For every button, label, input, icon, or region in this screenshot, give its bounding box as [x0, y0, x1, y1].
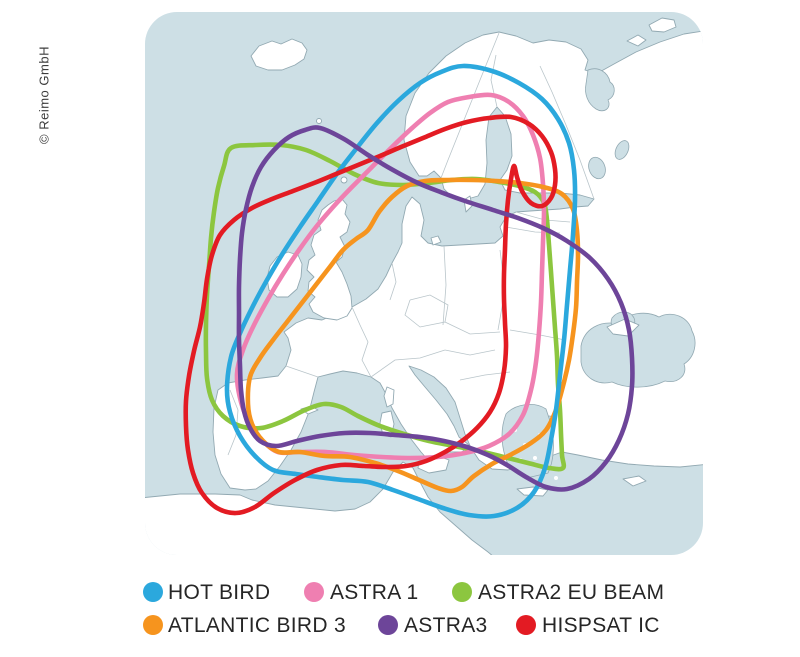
footprint-astra3	[236, 125, 635, 492]
hot-bird-dot-icon	[143, 582, 163, 602]
legend-label-atlantic-bird-3: ATLANTIC BIRD 3	[168, 614, 346, 637]
legend-label-astra2-eu-beam: ASTRA2 EU BEAM	[478, 581, 665, 604]
legend-item-atlantic-bird-3	[143, 614, 163, 636]
lake-onega	[614, 140, 630, 160]
astra-1-dot-icon	[304, 582, 324, 602]
island-corsica	[383, 386, 395, 408]
legend-item-hot-bird	[143, 581, 163, 603]
island-cyprus	[622, 475, 647, 487]
island-zealand	[430, 235, 442, 246]
legend-label-astra-1: ASTRA 1	[330, 581, 419, 604]
island-shetland	[340, 176, 348, 184]
legend-label-hispsat-ic: HISPSAT IC	[542, 614, 660, 637]
footprint-astra-1	[234, 92, 547, 461]
landmass-africa	[145, 461, 501, 555]
island-arctic-2	[626, 34, 647, 47]
astra3-dot-icon	[378, 615, 398, 635]
hispsat-ic-dot-icon	[516, 615, 536, 635]
footprints-group	[183, 63, 635, 519]
legend-item-astra2-eu-beam	[452, 581, 472, 603]
astra2-eu-beam-dot-icon	[452, 582, 472, 602]
landmass-continent	[212, 29, 703, 491]
island-arctic-1	[648, 17, 677, 33]
footprint-hispsat-ic	[183, 114, 558, 516]
legend-label-hot-bird: HOT BIRD	[168, 581, 271, 604]
legend-item-hispsat-ic	[516, 614, 536, 636]
island-great-britain	[306, 198, 353, 321]
legend-label-astra3: ASTRA3	[404, 614, 488, 637]
island-faroe	[316, 118, 322, 124]
legend-item-astra3	[378, 614, 398, 636]
island-iceland	[250, 38, 308, 71]
inner-seas-group	[501, 68, 696, 480]
white-sea	[585, 68, 615, 112]
lake-ladoga	[588, 156, 606, 180]
atlantic-bird-3-dot-icon	[143, 615, 163, 635]
legend-item-astra-1	[304, 581, 324, 603]
footprint-hot-bird	[224, 63, 578, 519]
